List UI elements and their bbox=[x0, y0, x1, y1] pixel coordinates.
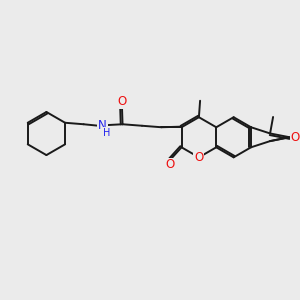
Text: N: N bbox=[98, 119, 106, 132]
Text: O: O bbox=[194, 151, 203, 164]
Text: H: H bbox=[103, 128, 110, 138]
Text: O: O bbox=[290, 131, 300, 144]
Text: O: O bbox=[165, 158, 174, 172]
Text: O: O bbox=[117, 95, 127, 108]
